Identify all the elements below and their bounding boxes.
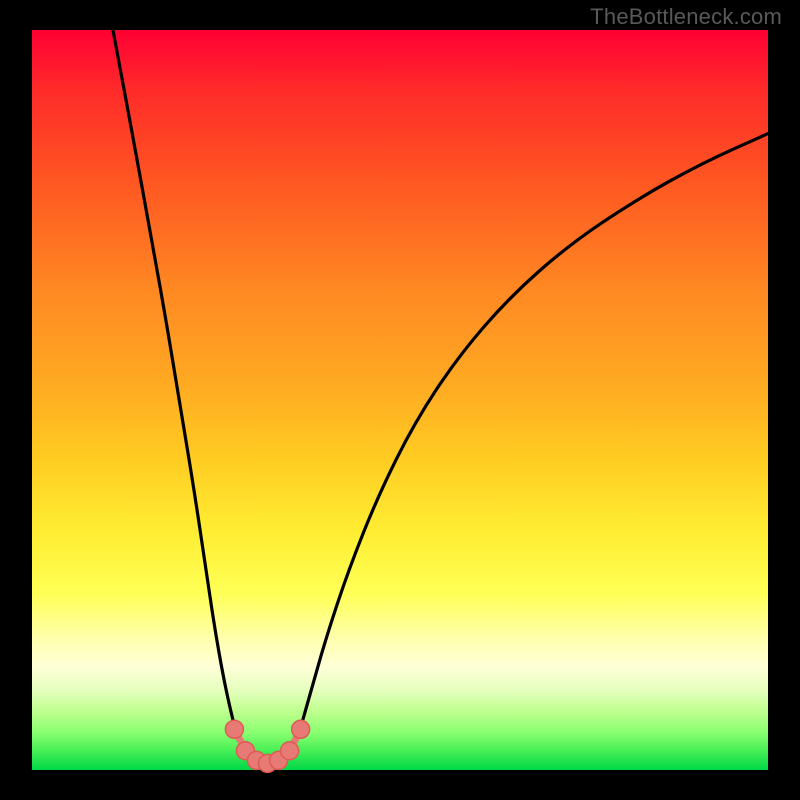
- watermark-text: TheBottleneck.com: [590, 4, 782, 30]
- chart-plot-area: [32, 30, 768, 770]
